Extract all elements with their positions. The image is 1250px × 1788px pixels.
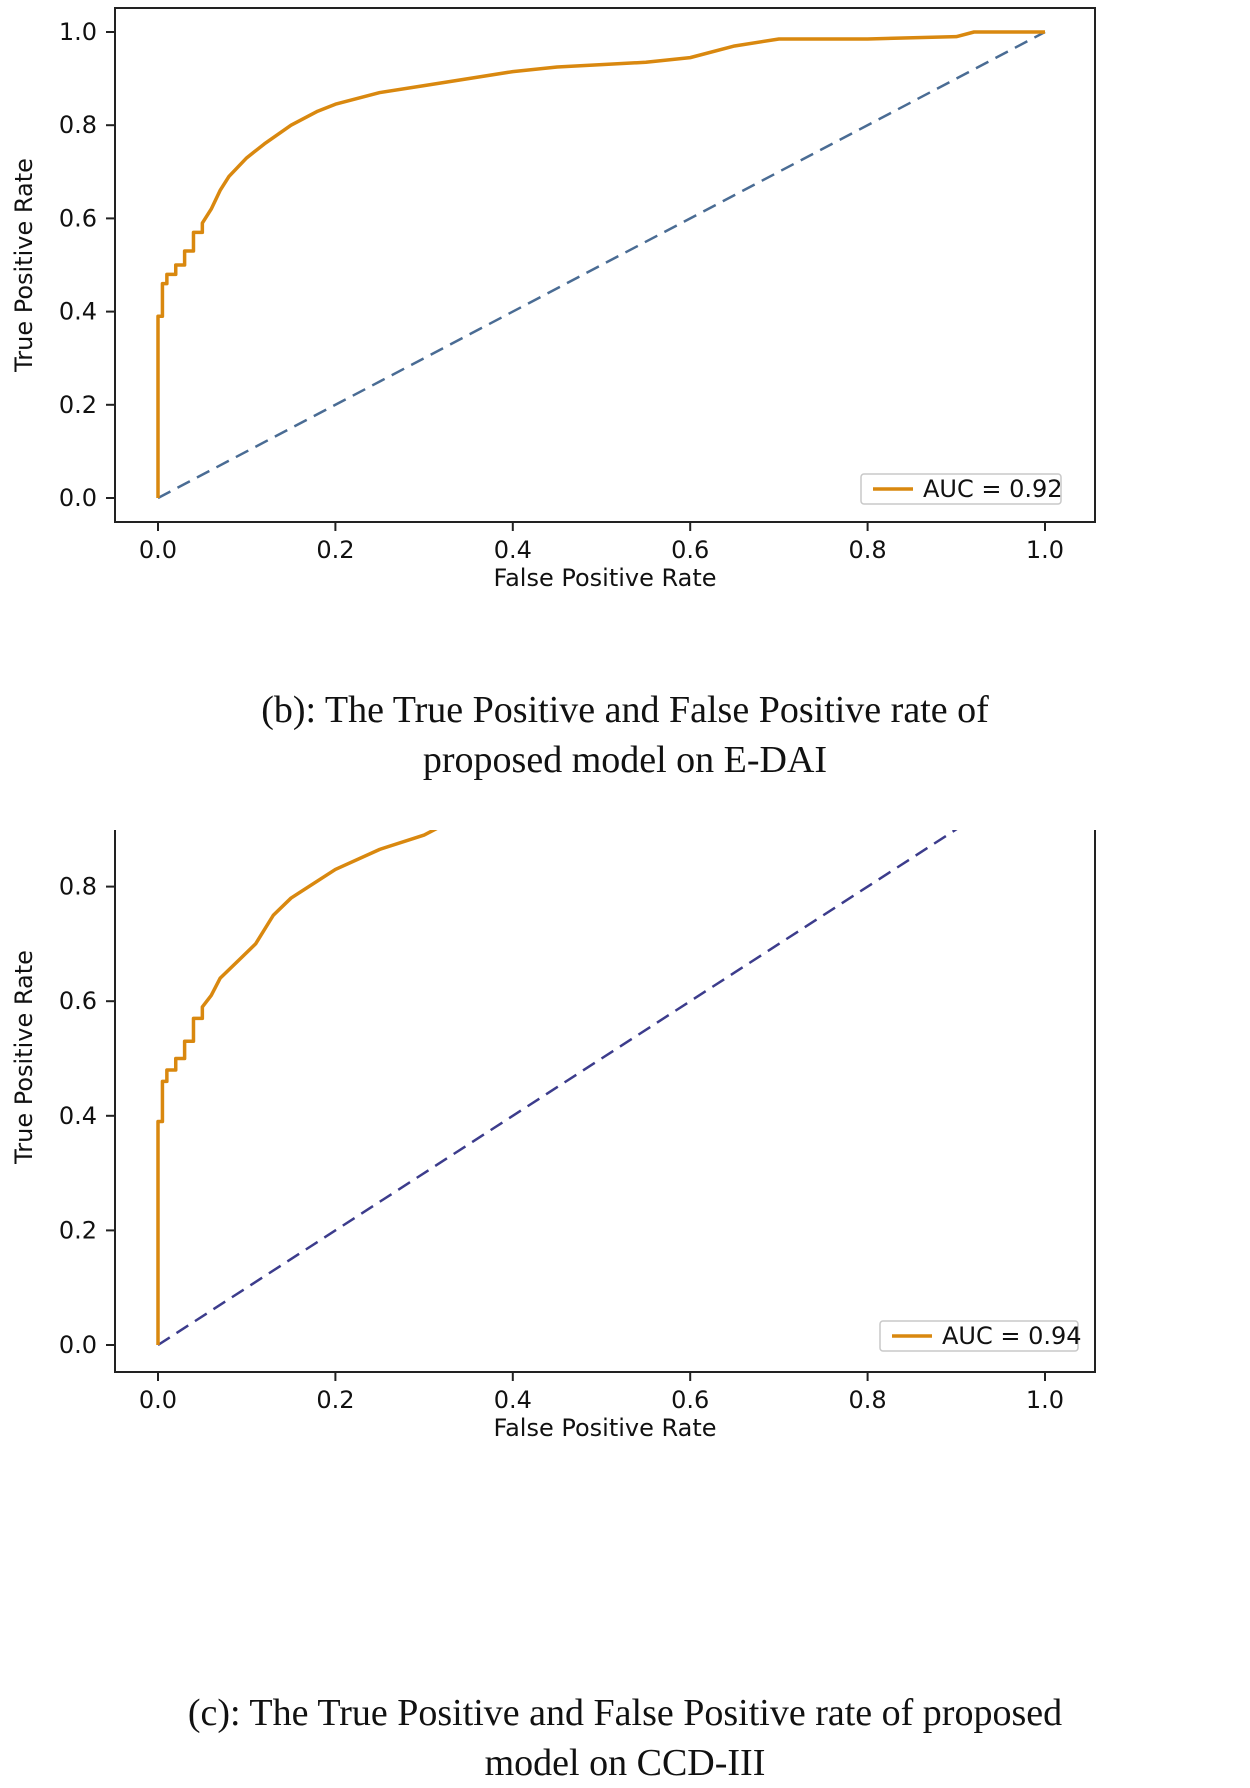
x-tick-label: 0.2 [316,1386,354,1414]
x-tick-label: 0.6 [671,1386,709,1414]
roc-curve [156,770,1045,1345]
y-axis-label: True Positive Rate [10,158,38,373]
legend-label: AUC = 0.92 [923,475,1063,503]
roc-panel-b: 0.0 0.2 0.4 0.6 0.8 1.0 0.0 0.2 0.4 0.6 0.8 1.0 Fals… [0,0,1250,790]
x-tick-label: 0.8 [849,536,887,564]
caption-b-line2: proposed model on E-DAI [422,739,828,781]
x-tick-label: 0.2 [316,536,354,564]
y-tick-label: 0.8 [59,111,97,139]
legend-box [879,1320,1079,1352]
chance-line [157,30,1046,500]
y-tick-label: 0.6 [59,987,97,1015]
y-tick-label: 0.2 [59,391,97,419]
x-tick-label: 0.0 [139,536,177,564]
x-tick-label: 0.6 [671,536,709,564]
plot-frame [114,7,1096,523]
x-axis-label: False Positive Rate [493,1414,716,1442]
x-tick-label: 1.0 [1026,1386,1064,1414]
y-tick-label: 0.4 [59,1102,97,1130]
y-tick-label: 0.0 [59,484,97,512]
roc-curve [156,30,1045,498]
plot-frame [114,741,1096,1373]
y-tick-label: 1.0 [59,18,97,46]
x-tick-label: 0.4 [494,1386,532,1414]
roc-chart-c: 0.00.20.40.60.81.00.00.20.40.60.81.0Fals… [10,741,1096,1442]
chance-line [157,770,1046,1347]
y-axis-label: True Positive Rate [10,950,38,1165]
y-tick-label: 0.0 [59,1331,97,1359]
y-tick-label: 0.8 [59,873,97,901]
caption-c-line1: (c): The True Positive and False Positiv… [187,1692,1063,1734]
x-tick-label: 0.0 [139,1386,177,1414]
roc-chart-b: 0.0 0.2 0.4 0.6 0.8 1.0 0.0 0.2 0.4 0.6 0.8 1.0 Fals… [10,7,1096,592]
x-axis-label: False Positive Rate [493,564,716,592]
x-tick-label: 1.0 [1026,536,1064,564]
caption-b-line1: (b): The True Positive and False Positiv… [261,689,989,731]
legend-box [860,473,1062,505]
caption-c: (c): The True Positive and False Positiv… [0,1688,1250,1788]
y-tick-label: 0.4 [59,298,97,326]
x-tick-label: 0.8 [849,1386,887,1414]
caption-c-line2: model on CCD-III [484,1742,766,1784]
x-tick-label: 0.4 [494,536,532,564]
y-tick-label: 0.6 [59,204,97,232]
y-tick-label: 0.2 [59,1216,97,1244]
caption-b: (b): The True Positive and False Positiv… [0,685,1250,785]
roc-panel-c: 0.00.20.40.60.81.00.00.20.40.60.81.0Fals… [0,741,1250,1777]
legend-label: AUC = 0.94 [942,1322,1082,1350]
